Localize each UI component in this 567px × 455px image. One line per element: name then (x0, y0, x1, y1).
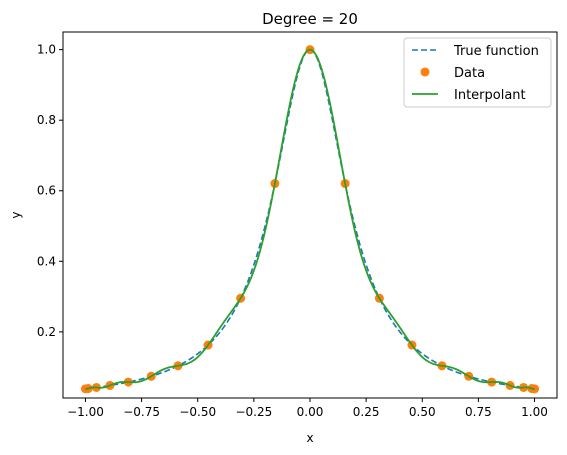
y-tick-label: 0.8 (37, 113, 56, 127)
x-tick-label: 0.00 (297, 405, 324, 419)
legend-frame (403, 37, 552, 108)
y-tick-label: 1.0 (37, 43, 56, 57)
x-tick-label: 1.00 (521, 405, 548, 419)
y-tick-label: 0.4 (37, 254, 56, 268)
x-tick-label: −0.25 (235, 405, 272, 419)
true-function-line (85, 48, 535, 390)
legend-true-function-label: True function (453, 44, 539, 59)
x-tick-label: −1.00 (67, 405, 104, 419)
y-axis: 0.2 0.4 0.6 0.8 1.0 (37, 43, 63, 339)
legend: True function Data Interpolant (403, 37, 552, 108)
plot-area (80, 45, 540, 394)
x-tick-label: −0.50 (179, 405, 216, 419)
chart-title: Degree = 20 (262, 10, 358, 28)
x-axis-label: x (306, 431, 313, 445)
x-tick-label: 0.50 (409, 405, 436, 419)
x-tick-label: 0.25 (353, 405, 380, 419)
y-axis-label: y (9, 211, 23, 218)
y-tick-label: 0.2 (37, 325, 56, 339)
x-axis: −1.00 −0.75 −0.50 −0.25 0.00 0.25 0.50 0.75 1.00 (67, 398, 548, 419)
legend-interpolant-label: Interpolant (454, 88, 526, 103)
y-tick-label: 0.6 (37, 184, 56, 198)
x-tick-label: −0.75 (123, 405, 160, 419)
legend-data-swatch (420, 67, 430, 77)
x-tick-label: 0.75 (465, 405, 492, 419)
interpolant-line (85, 48, 535, 390)
legend-data-label: Data (454, 66, 485, 81)
